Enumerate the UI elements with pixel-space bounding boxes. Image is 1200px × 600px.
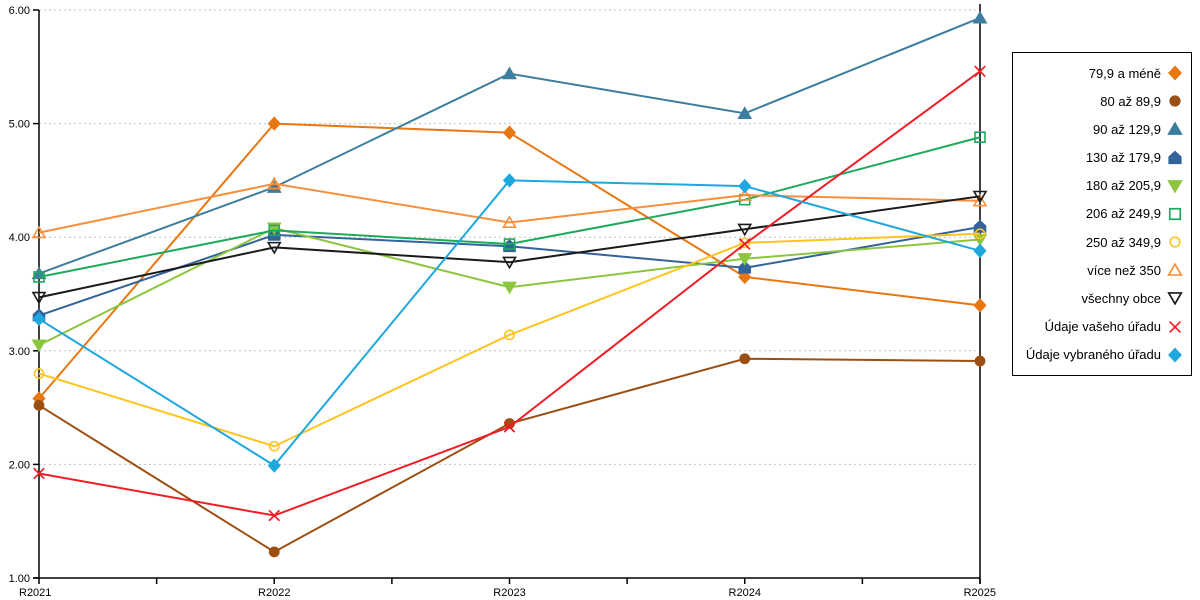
x-tick-label: R2024 (729, 587, 761, 599)
legend-item: Údaje vybraného úřadu (1017, 344, 1183, 366)
legend-marker-diamond-icon (1168, 65, 1182, 81)
legend-marker-diamond-icon (1168, 347, 1182, 363)
legend-item-label: 130 až 179,9 (1085, 150, 1161, 166)
legend-marker-square-icon (1168, 207, 1182, 221)
data-point-marker (739, 353, 751, 365)
legend-item-label: 206 až 249,9 (1085, 206, 1161, 222)
data-point-marker (268, 546, 280, 558)
legend-item: 206 až 249,9 (1017, 203, 1183, 225)
data-point-marker (33, 368, 45, 379)
legend-item: 79,9 a méně (1017, 62, 1183, 84)
legend-marker-triangle-down-icon (1167, 292, 1183, 306)
x-tick-label: R2023 (493, 587, 525, 599)
legend-marker-pentagon-icon (1168, 150, 1182, 164)
series-line (38, 182, 981, 234)
legend: 79,9 a méně 80 až 89,9 90 až 129,9 130 až 1… (1012, 52, 1192, 376)
data-point-marker (33, 271, 45, 283)
data-point-marker (738, 178, 752, 194)
data-point-marker (33, 467, 45, 480)
data-point-marker (33, 399, 45, 411)
data-point-marker (31, 225, 47, 239)
y-tick-label: 2.00 (9, 459, 30, 471)
y-tick-label: 5.00 (9, 119, 30, 131)
legend-marker-circle-icon (1169, 95, 1181, 107)
data-point-marker (972, 10, 988, 24)
y-tick-label: 3.00 (9, 346, 30, 358)
legend-item-label: 80 až 89,9 (1100, 93, 1161, 109)
data-point-marker (503, 421, 516, 433)
data-point-marker (31, 291, 47, 305)
data-point-marker (268, 224, 281, 237)
data-point-marker (266, 176, 282, 190)
data-point-marker (502, 66, 517, 80)
data-point-marker (268, 440, 280, 452)
legend-item: 90 až 129,9 (1017, 118, 1183, 140)
legend-item: všechny obce (1017, 287, 1183, 309)
legend-item-label: Údaje vašeho úřadu (1044, 319, 1161, 335)
legend-item-label: 90 až 129,9 (1093, 121, 1161, 137)
legend-item-label: více než 350 (1087, 262, 1161, 278)
legend-item-label: 79,9 a méně (1088, 65, 1161, 81)
legend-item-label: všechny obce (1081, 290, 1162, 306)
data-point-marker (973, 243, 987, 259)
y-tick-label: 1.00 (9, 573, 30, 585)
legend-item: 180 až 205,9 (1017, 175, 1183, 197)
data-point-marker (737, 188, 753, 201)
series-line (38, 17, 981, 275)
data-point-marker (504, 329, 515, 341)
data-point-marker (972, 190, 988, 204)
data-point-marker (974, 131, 986, 144)
legend-item: 130 až 179,9 (1017, 147, 1183, 169)
legend-item: Údaje vašeho úřadu (1017, 316, 1183, 338)
data-point-marker (973, 298, 987, 313)
data-point-marker (972, 193, 988, 207)
data-point-marker (738, 260, 752, 274)
legend-item: 250 až 349,9 (1017, 231, 1183, 253)
data-point-marker (739, 237, 751, 249)
legend-item-label: 180 až 205,9 (1085, 178, 1161, 194)
legend-item: 80 až 89,9 (1017, 90, 1183, 112)
data-point-marker (502, 125, 517, 140)
data-point-marker (502, 256, 517, 270)
legend-marker-circle-icon (1169, 236, 1181, 248)
data-point-marker (32, 311, 46, 327)
series-line (38, 122, 981, 400)
data-point-marker (738, 269, 752, 285)
x-tick-label: R2021 (19, 587, 51, 599)
data-point-marker (974, 355, 986, 367)
legend-marker-x-icon (1168, 320, 1182, 333)
y-tick-label: 6.00 (9, 5, 30, 17)
data-point-marker (266, 241, 282, 255)
legend-item: více než 350 (1017, 259, 1183, 281)
data-point-marker (502, 281, 517, 295)
data-point-marker (737, 223, 753, 237)
data-point-marker (737, 253, 753, 266)
series-line (38, 232, 981, 448)
series-line (38, 136, 981, 278)
data-point-marker (502, 215, 517, 229)
legend-item-label: 250 až 349,9 (1085, 234, 1161, 250)
legend-marker-triangle-down-icon (1167, 179, 1183, 194)
data-point-marker (738, 238, 751, 250)
x-tick-label: R2025 (964, 587, 996, 599)
data-point-marker (268, 509, 281, 522)
data-point-marker (31, 339, 47, 353)
y-tick-label: 4.00 (9, 232, 30, 244)
data-point-marker (266, 180, 282, 193)
data-point-marker (267, 116, 281, 131)
legend-marker-triangle-up-icon (1167, 121, 1183, 136)
data-point-marker (503, 238, 516, 250)
series-line (38, 357, 981, 554)
legend-marker-triangle-up-icon (1167, 262, 1183, 277)
series-line (38, 195, 981, 299)
data-point-marker (267, 458, 281, 473)
data-point-marker (502, 173, 517, 188)
data-point-marker (974, 65, 986, 78)
x-tick-label: R2022 (258, 587, 290, 599)
legend-item-label: Údaje vybraného úřadu (1025, 347, 1161, 363)
data-point-marker (737, 106, 753, 119)
data-point-marker (974, 228, 986, 240)
